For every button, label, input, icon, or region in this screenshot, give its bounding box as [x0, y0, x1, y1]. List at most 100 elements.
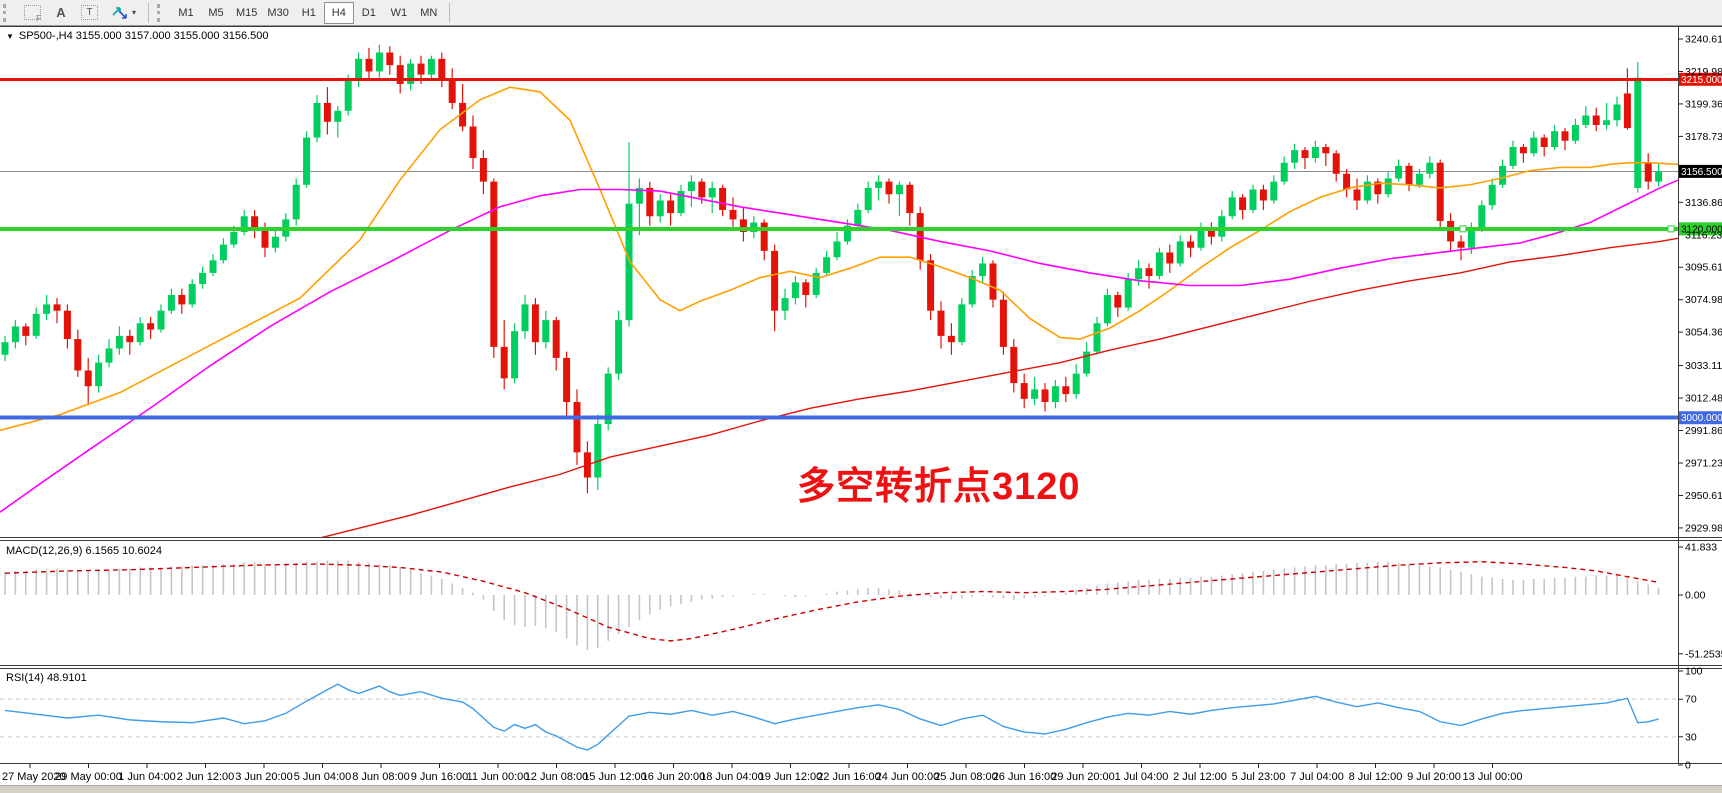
time-axis-label: 1 Jun 04:00	[118, 771, 176, 783]
arrow-tool-button[interactable]: A	[48, 2, 74, 24]
candlestick	[1155, 252, 1163, 277]
timeframe-button-mn[interactable]: MN	[414, 2, 444, 24]
chart-title-text: SP500-,H4 3155.000 3157.000 3155.000 315…	[18, 30, 269, 42]
toolbar-drag-handle[interactable]	[3, 3, 11, 22]
time-axis-label: 29 Jun 20:00	[1051, 771, 1115, 783]
price-badge	[1679, 164, 1722, 178]
timeframe-button-d1[interactable]: D1	[354, 2, 384, 24]
candlestick	[1, 342, 9, 355]
candlestick	[407, 63, 415, 85]
time-axis[interactable]	[29, 764, 1493, 768]
time-axis-label: 25 Jun 08:00	[934, 771, 998, 783]
price-axis-label: 2991.860	[1685, 425, 1722, 437]
time-axis-label: 27 May 2020	[2, 771, 66, 783]
candlestick	[1322, 146, 1330, 154]
candlestick	[240, 216, 248, 232]
candlestick	[594, 424, 602, 478]
candlestick	[43, 304, 51, 314]
timeframe-button-m15[interactable]: M15	[231, 2, 262, 24]
candlestick	[334, 110, 342, 122]
macd-axis-label: 0.00	[1685, 590, 1706, 602]
candlestick	[1343, 173, 1351, 190]
toolbar-drag-handle-2[interactable]	[157, 3, 165, 22]
candlestick	[136, 323, 144, 343]
price-badge-label: 3215.000	[1681, 75, 1722, 86]
dropdown-icon[interactable]: ▼	[6, 32, 14, 41]
candlestick	[760, 222, 768, 251]
timeframe-button-m30[interactable]: M30	[262, 2, 293, 24]
candlestick	[979, 263, 987, 277]
candlestick	[251, 216, 259, 229]
chart-window[interactable]: 3240.610 3219.985 3199.360 3178.735 3136.860…	[0, 26, 1722, 785]
candlestick	[167, 294, 175, 311]
price-axis-label: 3054.360	[1685, 327, 1722, 339]
price-badge	[1679, 72, 1722, 86]
time-axis-label: 2 Jun 12:00	[177, 771, 235, 783]
macd-panel[interactable]	[4, 560, 1660, 651]
candlestick	[687, 181, 695, 192]
candlestick	[895, 184, 903, 195]
text-tool-button[interactable]: T	[74, 2, 105, 24]
candlestick	[1415, 173, 1423, 185]
chart-title: ▼ SP500-,H4 3155.000 3157.000 3155.000 31…	[6, 30, 268, 42]
price-axis-label: 3095.610	[1685, 262, 1722, 274]
candlestick	[1467, 228, 1475, 248]
candlestick	[843, 225, 851, 242]
timeframe-button-m5[interactable]: M5	[201, 2, 231, 24]
rsi-panel[interactable]	[0, 683, 1678, 751]
candlestick	[937, 310, 945, 336]
candlestick	[1551, 131, 1559, 147]
candlestick	[313, 102, 321, 138]
candlestick	[1374, 181, 1382, 195]
candlestick	[115, 335, 123, 349]
price-axis-label: 3199.360	[1685, 98, 1722, 110]
timeframe-button-h4[interactable]: H4	[323, 1, 354, 24]
candlestick	[667, 200, 675, 214]
macd-axis-label: 41.833	[1685, 542, 1717, 554]
candlestick	[1197, 228, 1205, 248]
time-axis-label: 24 Jun 00:00	[876, 771, 940, 783]
candlestick	[1291, 150, 1299, 163]
candlestick	[95, 362, 103, 387]
candlestick	[344, 79, 352, 111]
candlestick	[427, 58, 435, 75]
candlestick	[1207, 228, 1215, 237]
grid-tool-button[interactable]: F	[17, 2, 48, 24]
candlestick	[906, 184, 914, 214]
price-axis[interactable]	[1678, 38, 1722, 529]
candlestick	[552, 320, 560, 358]
candlestick	[729, 209, 737, 220]
candlestick	[1124, 279, 1132, 308]
candlestick	[178, 294, 186, 305]
candlestick	[74, 339, 82, 371]
candlestick	[927, 260, 935, 311]
time-axis-label: 18 Jun 04:00	[700, 771, 764, 783]
chart-text-annotation[interactable]: 多空转折点3120	[797, 466, 1081, 508]
candlestick	[490, 181, 498, 347]
indicators-button[interactable]: ▾	[105, 2, 143, 24]
candlestick	[417, 63, 425, 75]
price-axis-label: 3116.235	[1685, 229, 1722, 241]
candlestick	[854, 209, 862, 226]
line-handle[interactable]	[1459, 225, 1467, 233]
candlestick	[230, 231, 238, 245]
line-handle[interactable]	[1667, 225, 1675, 233]
candlestick	[1426, 162, 1434, 174]
time-axis-label: 12 Jun 08:00	[525, 771, 589, 783]
candlestick	[885, 181, 893, 195]
timeframe-button-w1[interactable]: W1	[384, 2, 414, 24]
text-label-icon: T	[81, 5, 98, 20]
timeframe-button-h1[interactable]: H1	[294, 2, 324, 24]
chart-canvas[interactable]: 3240.610 3219.985 3199.360 3178.735 3136.860…	[0, 26, 1722, 785]
time-axis-label: 9 Jun 16:00	[411, 771, 469, 783]
timeframe-button-m1[interactable]: M1	[171, 2, 201, 24]
candlestick	[271, 236, 279, 248]
candlestick	[999, 299, 1007, 347]
candlestick	[531, 304, 539, 343]
time-axis-label: 22 Jun 16:00	[817, 771, 881, 783]
main-price-panel[interactable]	[0, 44, 1678, 541]
candlestick	[1062, 386, 1070, 395]
candlestick	[1020, 383, 1028, 399]
candlestick	[323, 102, 331, 122]
